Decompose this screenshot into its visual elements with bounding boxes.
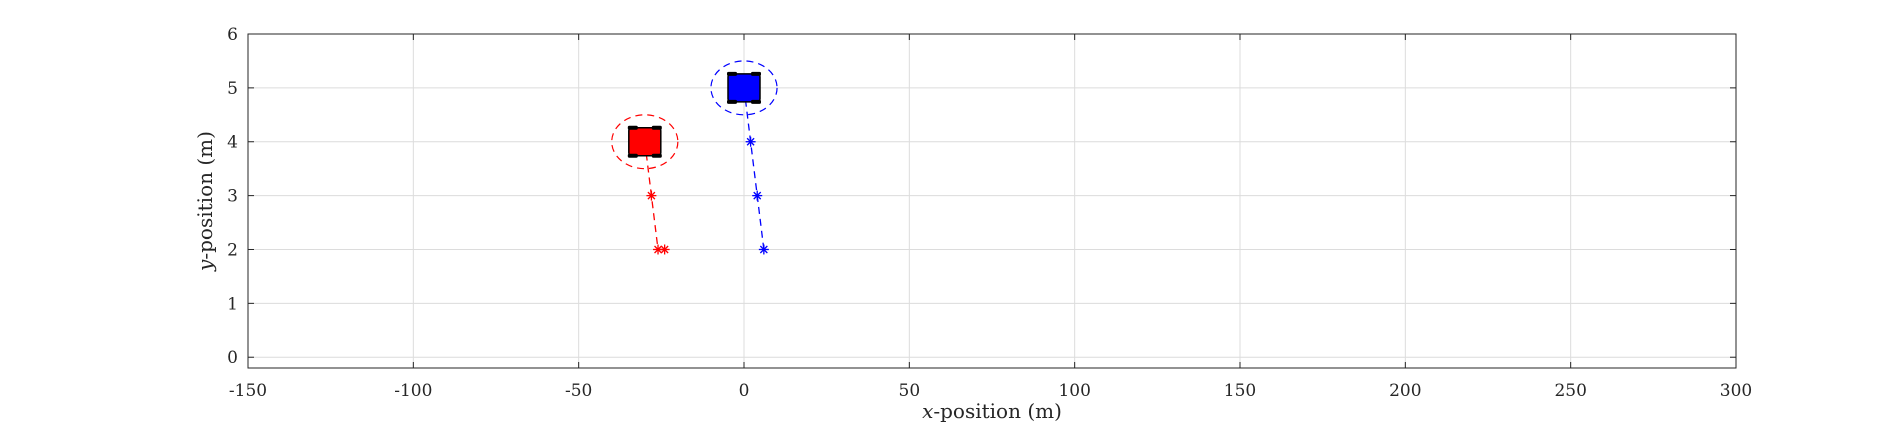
x-tick-label: 150 xyxy=(1224,381,1256,401)
y-axis-label: y-position (m) xyxy=(193,131,217,272)
waypoint-marker xyxy=(745,136,756,147)
y-tick-label: 1 xyxy=(227,294,238,314)
vehicle-icon xyxy=(627,125,662,158)
x-axis-label-var: x xyxy=(922,399,933,423)
x-axis-label-text: -position (m) xyxy=(933,399,1062,423)
x-tick-label: 50 xyxy=(899,381,921,401)
waypoint-marker xyxy=(752,190,763,201)
y-tick-label: 2 xyxy=(227,240,238,260)
plot-frame xyxy=(247,33,1737,369)
x-tick-label: -50 xyxy=(565,381,592,401)
series-1 xyxy=(710,60,778,255)
y-axis-label-var: y xyxy=(193,259,217,272)
safety-ellipse xyxy=(710,60,778,116)
data-layer xyxy=(611,60,778,255)
y-tick-label: 3 xyxy=(227,187,238,207)
waypoint-marker xyxy=(646,190,657,201)
plot-area xyxy=(248,34,1736,368)
x-tick-label: -100 xyxy=(394,381,432,401)
y-tick-label: 4 xyxy=(227,133,238,153)
x-tick-label: 200 xyxy=(1389,381,1421,401)
x-axis-label: x-position (m) xyxy=(922,399,1062,423)
x-tick-label: 100 xyxy=(1058,381,1090,401)
y-axis-label-text: -position (m) xyxy=(193,131,217,260)
waypoint-marker xyxy=(758,244,769,255)
y-tick-label: 5 xyxy=(227,79,238,99)
x-tick-label: 300 xyxy=(1720,381,1752,401)
series-0 xyxy=(611,114,679,255)
ticks: -150 -100 -50 0 50 100 150 200 250 300 0 1 2 3 4 5 6 xyxy=(227,25,1752,401)
y-tick-label: 6 xyxy=(227,25,238,45)
vehicle-icon xyxy=(727,71,761,104)
x-tick-label: -150 xyxy=(229,381,267,401)
y-tick-label: 0 xyxy=(227,348,238,368)
trajectory-line xyxy=(743,87,765,250)
x-tick-label: 0 xyxy=(739,381,750,401)
x-tick-label: 250 xyxy=(1554,381,1586,401)
waypoint-marker xyxy=(653,244,664,255)
safety-ellipse xyxy=(611,114,679,170)
waypoint-marker xyxy=(659,244,670,255)
